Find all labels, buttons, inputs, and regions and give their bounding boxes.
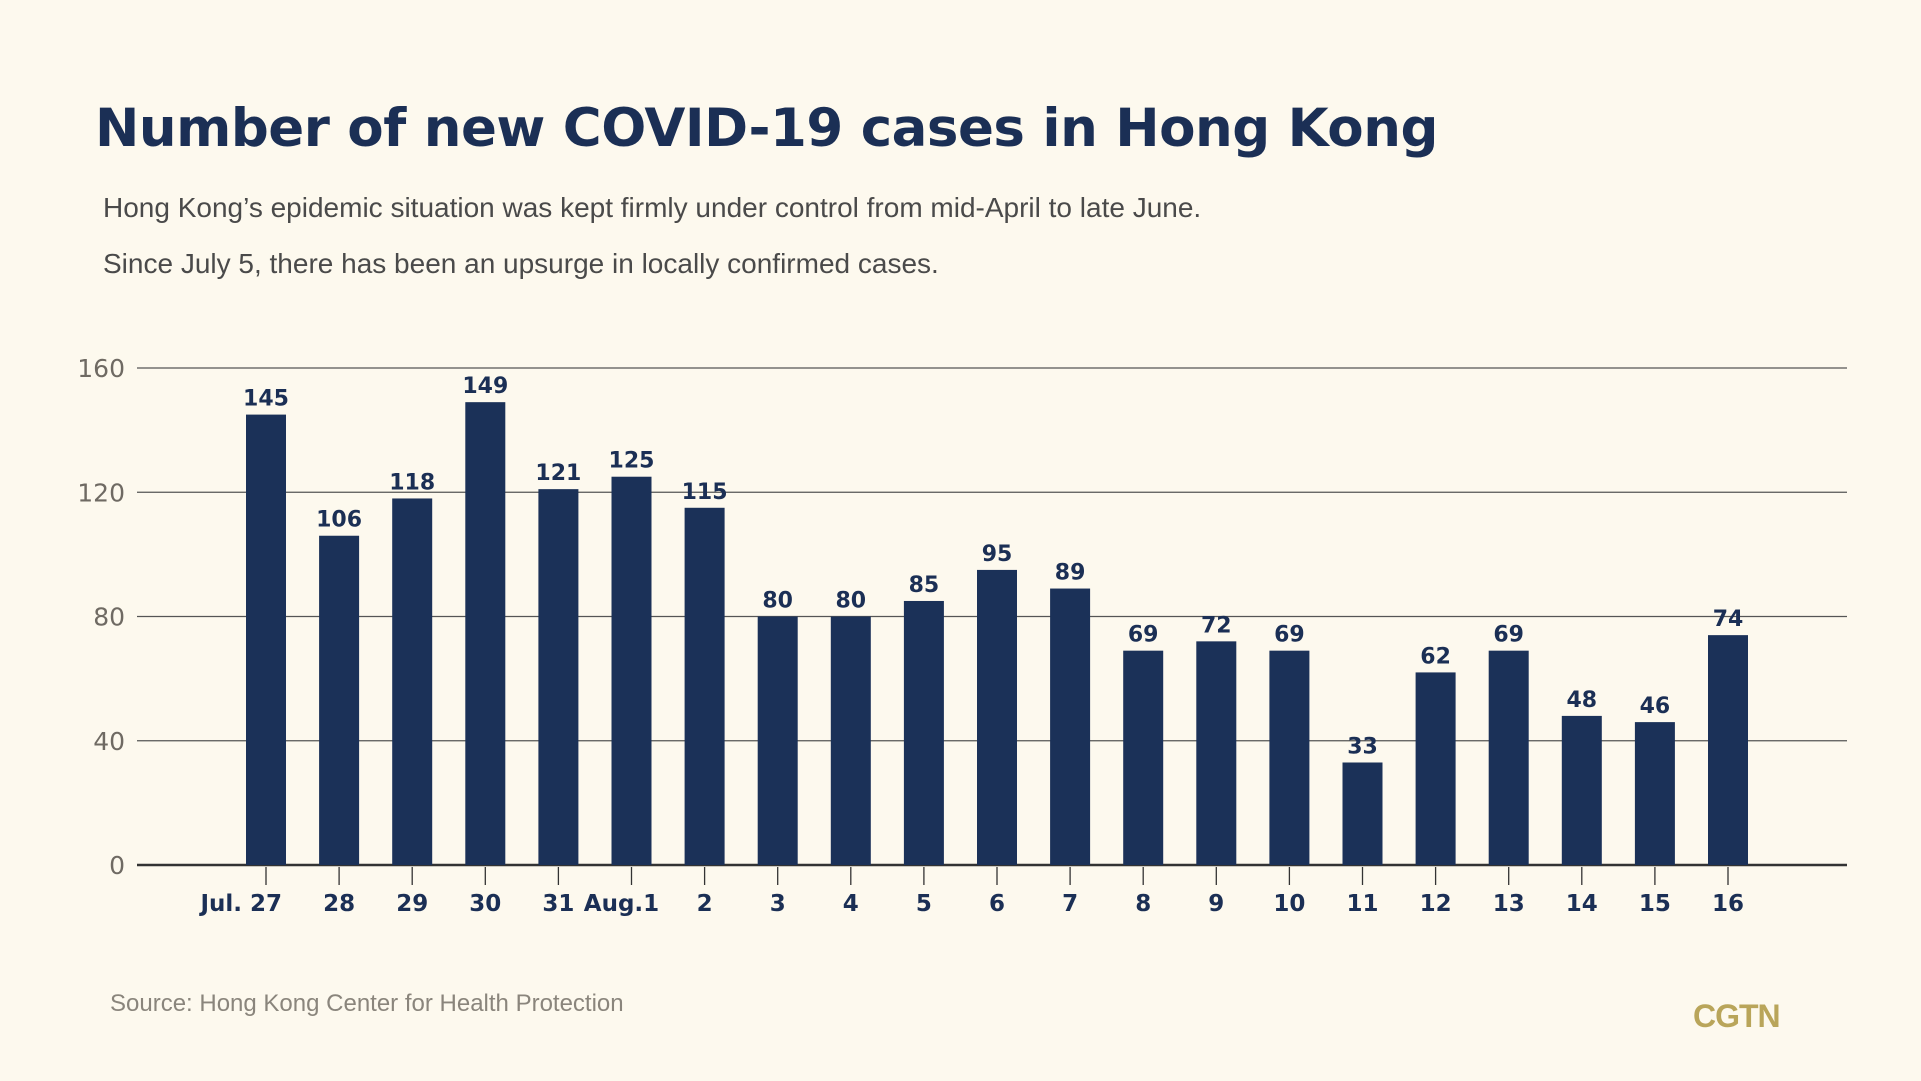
x-tick-label: 11 bbox=[1346, 891, 1378, 917]
y-tick-label: 160 bbox=[77, 354, 125, 383]
bar bbox=[1269, 650, 1310, 865]
bar bbox=[1050, 588, 1091, 865]
bar bbox=[465, 402, 506, 865]
data-label: 69 bbox=[1274, 623, 1305, 648]
x-tick-label: 30 bbox=[469, 891, 501, 917]
bar bbox=[538, 489, 579, 865]
data-label: 72 bbox=[1201, 613, 1232, 638]
y-tick-label: 40 bbox=[93, 727, 125, 756]
month-label: Jul. bbox=[198, 891, 242, 917]
bar bbox=[977, 569, 1017, 865]
x-tick-label: 16 bbox=[1712, 891, 1744, 917]
y-tick-label: 0 bbox=[109, 851, 125, 880]
source-note: Source: Hong Kong Center for Health Prot… bbox=[110, 990, 624, 1017]
bar bbox=[1196, 641, 1237, 865]
data-label: 33 bbox=[1347, 734, 1378, 759]
bar bbox=[1488, 650, 1529, 865]
data-label: 149 bbox=[462, 374, 508, 399]
data-label: 46 bbox=[1640, 694, 1671, 719]
data-label: 89 bbox=[1055, 561, 1086, 586]
bar bbox=[903, 600, 944, 865]
data-label: 118 bbox=[389, 470, 435, 495]
bar bbox=[1123, 650, 1164, 865]
data-label: 125 bbox=[609, 449, 655, 474]
data-label: 69 bbox=[1493, 623, 1524, 648]
data-label: 106 bbox=[316, 508, 362, 533]
bar bbox=[1708, 635, 1748, 865]
data-label: 74 bbox=[1713, 607, 1744, 632]
bar bbox=[392, 498, 433, 865]
bar bbox=[1561, 715, 1602, 865]
x-tick-label: 28 bbox=[323, 891, 355, 917]
subtitle-line-2: Since July 5, there has been an upsurge … bbox=[103, 248, 939, 279]
data-label: 145 bbox=[243, 387, 289, 412]
data-label: 62 bbox=[1420, 644, 1451, 669]
x-tick-label: 13 bbox=[1493, 891, 1525, 917]
x-tick-label: 29 bbox=[396, 891, 428, 917]
bar bbox=[246, 414, 286, 865]
bar bbox=[830, 616, 871, 865]
bar bbox=[1415, 672, 1456, 865]
x-tick-label: 12 bbox=[1420, 891, 1452, 917]
x-tick-label: 15 bbox=[1639, 891, 1671, 917]
data-label: 121 bbox=[535, 461, 581, 486]
chart-title: Number of new COVID-19 cases in Hong Kon… bbox=[95, 98, 1438, 159]
bar bbox=[1634, 722, 1675, 865]
data-label: 85 bbox=[909, 573, 940, 598]
bar bbox=[757, 616, 798, 865]
x-tick-label: 3 bbox=[770, 891, 786, 917]
bar bbox=[1342, 762, 1383, 865]
cgtn-logo: CGTN bbox=[1693, 998, 1781, 1034]
x-tick-label: 31 bbox=[542, 891, 574, 917]
data-label: 95 bbox=[982, 542, 1013, 567]
data-label: 115 bbox=[682, 480, 728, 505]
data-label: 80 bbox=[762, 589, 793, 614]
x-tick-label: 5 bbox=[916, 891, 932, 917]
bar bbox=[319, 535, 360, 865]
x-tick-label: 6 bbox=[989, 891, 1005, 917]
x-tick-label: 9 bbox=[1208, 891, 1224, 917]
y-tick-label: 120 bbox=[77, 478, 125, 507]
subtitle-line-1: Hong Kong’s epidemic situation was kept … bbox=[103, 192, 1202, 223]
x-tick-label: 2 bbox=[697, 891, 713, 917]
y-tick-label: 80 bbox=[93, 603, 125, 632]
bar bbox=[611, 476, 652, 865]
data-label: 80 bbox=[835, 589, 866, 614]
x-tick-label: 27 bbox=[250, 891, 282, 917]
data-label: 69 bbox=[1128, 623, 1159, 648]
x-tick-label: 8 bbox=[1135, 891, 1151, 917]
data-label: 48 bbox=[1566, 688, 1597, 713]
x-tick-label: 10 bbox=[1273, 891, 1305, 917]
bar bbox=[684, 507, 725, 865]
x-tick-label: 14 bbox=[1566, 891, 1598, 917]
x-tick-label: 7 bbox=[1062, 891, 1078, 917]
x-tick-label: Aug.1 bbox=[584, 891, 659, 917]
x-tick-label: 4 bbox=[843, 891, 859, 917]
